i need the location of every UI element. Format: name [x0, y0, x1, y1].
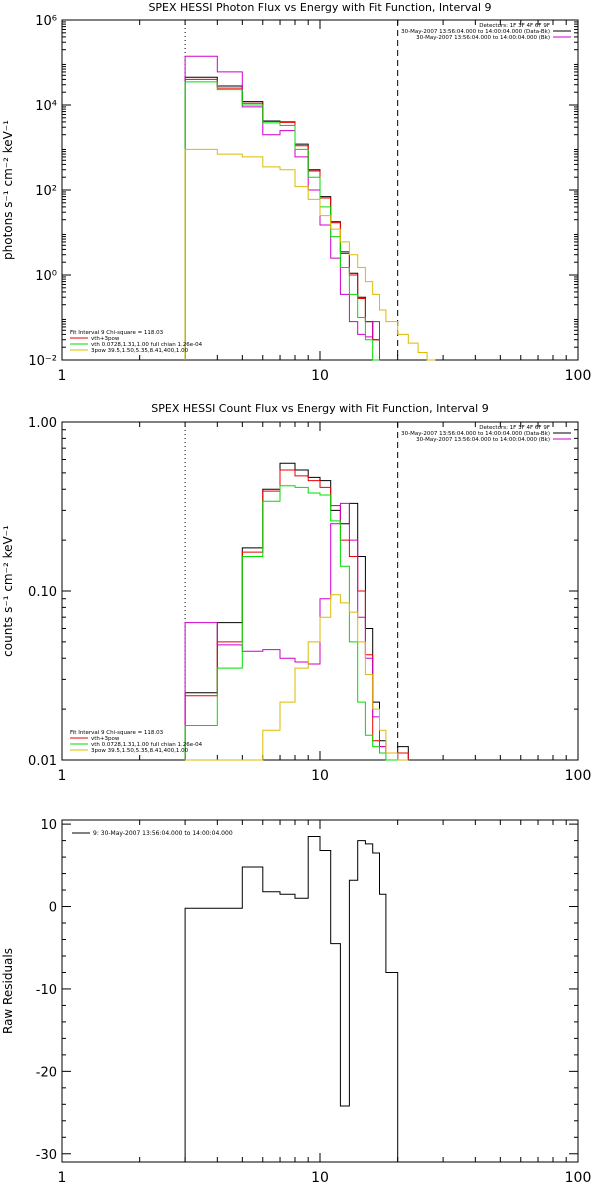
x-tick-label: 10	[311, 1170, 329, 1186]
legend-text: Fit Interval 9 Chi-square = 118.03	[70, 730, 164, 736]
y-tick-label: 0	[49, 901, 57, 916]
series-black-histogram	[184, 836, 399, 1162]
x-tick-label: 100	[565, 368, 592, 384]
plot-frame	[61, 421, 579, 761]
chart-title: SPEX HESSI Count Flux vs Energy with Fit…	[151, 402, 488, 415]
plot-frame	[61, 819, 579, 1163]
series-black-histogram	[184, 462, 409, 760]
y-tick-label: 1.00	[28, 416, 57, 431]
series-magenta-histogram	[184, 502, 409, 761]
series-yellow-histogram	[184, 148, 436, 361]
x-tick-label: 1	[58, 368, 67, 384]
y-axis-label: Raw Residuals	[1, 948, 15, 1034]
legend-text: 30-May-2007 13:56:04.000 to 14:00:04.000…	[401, 431, 550, 437]
y-tick-label: 10²	[35, 184, 57, 199]
y-tick-label: 0.01	[28, 754, 57, 769]
y-tick-label: -20	[36, 1065, 57, 1080]
legend-text: vth 0.0728,1.31,1.00 full chian 1.26e-04	[91, 342, 203, 348]
y-tick-label: 10⁴	[35, 99, 57, 114]
y-tick-label: -30	[36, 1148, 57, 1163]
legend-text: 30-May-2007 13:56:04.000 to 14:00:04.000…	[401, 29, 550, 35]
legend-text: 30-May-2007 13:56:04.000 to 14:00:04.000…	[416, 437, 550, 443]
x-tick-label: 100	[565, 768, 592, 784]
legend-text: Detectors: 1F 3F 4F 6F 9F	[479, 23, 550, 29]
x-tick-label: 1	[58, 1170, 67, 1186]
legend-text: vth+3pow	[91, 736, 120, 742]
count-flux-panel: SPEX HESSI Count Flux vs Energy with Fit…	[1, 402, 591, 784]
y-tick-label: 10⁻²	[28, 354, 57, 369]
y-tick-label: 0.10	[28, 585, 57, 600]
legend-text: Detectors: 1F 3F 4F 6F 9F	[479, 425, 550, 431]
y-tick-label: 10⁰	[35, 269, 57, 284]
legend-text: 3pow 39.5,1.50,5.35,8.41,400,1.00	[91, 348, 189, 354]
series-yellow-histogram	[185, 594, 409, 761]
photon-flux-panel: SPEX HESSI Photon Flux vs Energy with Fi…	[1, 1, 591, 384]
y-axis-label: photons s⁻¹ cm⁻² keV⁻¹	[1, 120, 15, 260]
series-green-histogram	[184, 485, 398, 761]
x-tick-label: 10	[311, 368, 329, 384]
legend-text: 9: 30-May-2007 13:56:04.000 to 14:00:04.…	[93, 830, 233, 837]
chart-title: SPEX HESSI Photon Flux vs Energy with Fi…	[148, 1, 491, 14]
y-tick-label: 10	[40, 818, 57, 833]
x-tick-label: 10	[311, 768, 329, 784]
series-black-histogram	[184, 76, 380, 360]
series-green-histogram	[184, 81, 380, 361]
legend-text: 30-May-2007 13:56:04.000 to 14:00:04.000…	[416, 35, 550, 41]
legend-text: vth 0.0728,1.31,1.00 full chian 1.26e-04	[91, 742, 203, 748]
residuals-panel: Raw Residuals 1 10 100 -30 -20 -10 0 10 9: 30-May…	[1, 818, 591, 1186]
y-axis-label: counts s⁻¹ cm⁻² keV⁻¹	[1, 525, 15, 657]
legend-text: Fit Interval 9 Chi-square = 118.03	[70, 330, 164, 336]
x-tick-label: 1	[58, 768, 67, 784]
legend-text: 3pow 39.5,1.50,5.35,8.41,400,1.00	[91, 748, 189, 754]
x-tick-label: 100	[565, 1170, 592, 1186]
y-tick-label: -10	[36, 983, 57, 998]
series-magenta-histogram	[184, 55, 380, 360]
legend-text: vth+3pow	[91, 336, 120, 342]
y-tick-label: 10⁶	[35, 14, 57, 29]
